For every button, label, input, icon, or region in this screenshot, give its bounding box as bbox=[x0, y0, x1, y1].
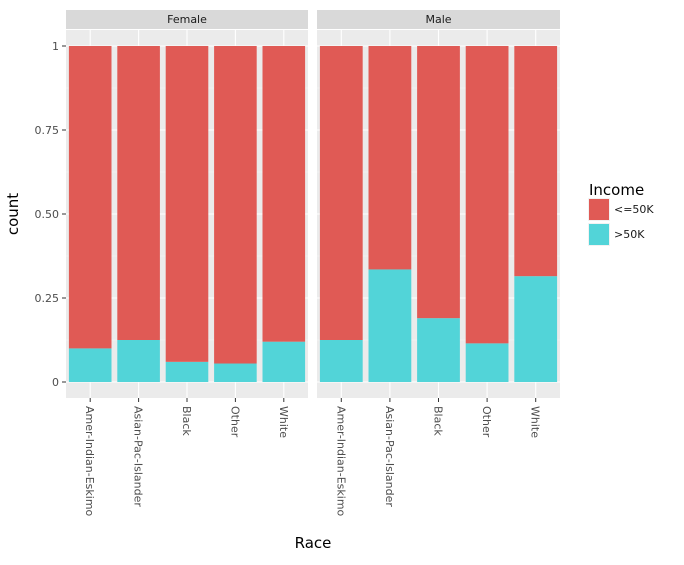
x-tick-label: Other bbox=[480, 406, 493, 438]
bar-segment-le50k bbox=[514, 46, 558, 277]
y-axis-title: count bbox=[4, 193, 22, 235]
bar-segment-le50k bbox=[368, 46, 412, 270]
y-tick-label: 0 bbox=[52, 376, 59, 389]
facet-strip bbox=[317, 10, 560, 29]
legend-key bbox=[589, 224, 609, 245]
bar-segment-le50k bbox=[68, 46, 112, 349]
bar-segment-le50k bbox=[465, 46, 509, 344]
legend-label: >50K bbox=[614, 228, 645, 241]
x-tick-label: Asian-Pac-Islander bbox=[383, 406, 396, 507]
x-tick-label: Black bbox=[432, 406, 445, 436]
x-tick-label: Asian-Pac-Islander bbox=[132, 406, 145, 507]
legend-key bbox=[589, 199, 609, 220]
y-axis: 0 0.25 0.50 0.75 1 bbox=[35, 40, 66, 389]
facet-label: Female bbox=[167, 13, 207, 26]
panel-male: Male Amer-Indian-Eskimo Asian-Pac-Islander… bbox=[317, 10, 560, 517]
legend-label: <=50K bbox=[614, 203, 654, 216]
bar-segment-le50k bbox=[262, 46, 306, 342]
x-tick-label: White bbox=[277, 406, 290, 438]
bar-segment-gt50k bbox=[165, 361, 209, 382]
x-tick-label: White bbox=[529, 406, 542, 438]
panels-layer: Female Amer-Indian-Eskimo Asian-Pac-Island… bbox=[66, 10, 560, 517]
x-tick-label: Amer-Indian-Eskimo bbox=[334, 406, 347, 517]
y-tick-label: 0.25 bbox=[35, 292, 60, 305]
panel-female: Female Amer-Indian-Eskimo Asian-Pac-Island… bbox=[66, 10, 308, 517]
bar-segment-le50k bbox=[214, 46, 257, 364]
bar-segment-le50k bbox=[417, 46, 460, 319]
bar-segment-gt50k bbox=[117, 340, 160, 382]
bar-segment-gt50k bbox=[214, 363, 257, 382]
legend: Income <=50K >50K bbox=[588, 181, 654, 246]
y-tick-label: 0.75 bbox=[35, 124, 60, 137]
bar-segment-gt50k bbox=[368, 269, 412, 382]
bar-segment-gt50k bbox=[319, 340, 363, 382]
y-tick-label: 0.50 bbox=[35, 208, 60, 221]
y-tick-label: 1 bbox=[52, 40, 59, 53]
facet-strip bbox=[66, 10, 308, 29]
bar-segment-gt50k bbox=[514, 276, 558, 382]
legend-title: Income bbox=[589, 181, 644, 199]
bar-segment-gt50k bbox=[417, 318, 460, 382]
bar-segment-le50k bbox=[117, 46, 160, 340]
bar-segment-gt50k bbox=[262, 341, 306, 382]
x-axis-title: Race bbox=[295, 534, 332, 552]
bar-segment-gt50k bbox=[465, 343, 509, 382]
bar-segment-le50k bbox=[165, 46, 209, 362]
x-tick-label: Black bbox=[180, 406, 193, 436]
x-tick-label: Amer-Indian-Eskimo bbox=[83, 406, 96, 517]
facet-label: Male bbox=[425, 13, 451, 26]
bar-segment-le50k bbox=[319, 46, 363, 340]
x-tick-label: Other bbox=[228, 406, 241, 438]
bar-segment-gt50k bbox=[68, 348, 112, 382]
